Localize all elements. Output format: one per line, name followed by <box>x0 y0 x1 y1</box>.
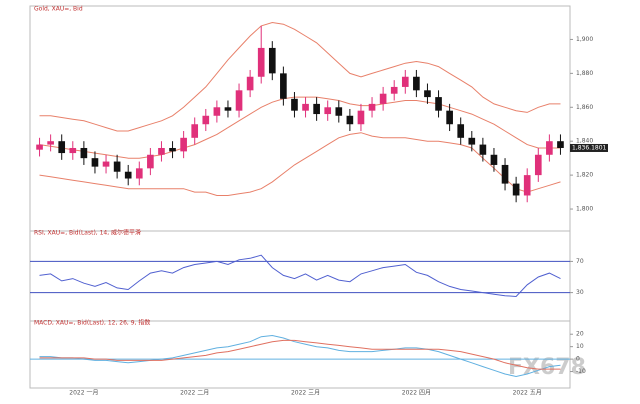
candle-body <box>413 76 420 91</box>
candle-body <box>401 76 409 87</box>
candle-body <box>324 107 332 115</box>
candle-body <box>235 90 243 111</box>
candle-body <box>69 147 77 154</box>
x-tick-label: 2022 二月 <box>180 390 209 397</box>
candle-body <box>368 103 376 111</box>
x-tick-label: 2022 三月 <box>291 390 320 397</box>
y-tick-label: 70 <box>576 258 584 265</box>
candle-body <box>224 107 232 111</box>
panel-title: RSI, XAU=, Bid(Last), 14, 威尔德平滑 <box>34 229 141 237</box>
panel-title: Gold, XAU=, Bid <box>34 6 83 13</box>
y-tick-label: 1,900 <box>576 36 593 43</box>
y-tick-label: 1,800 <box>576 206 593 213</box>
candle-body <box>335 107 343 116</box>
candle-body <box>523 175 531 196</box>
candle-body <box>180 137 187 152</box>
candle-body <box>147 154 154 169</box>
candle-body <box>36 144 43 150</box>
indicator-line <box>39 254 561 298</box>
y-tick-label: 30 <box>576 289 584 296</box>
candle-body <box>302 103 309 111</box>
candle-body <box>534 154 542 176</box>
indicator-line <box>39 339 561 370</box>
candle-body <box>501 164 509 184</box>
candle-body <box>557 141 564 148</box>
candle-body <box>435 97 442 111</box>
candle-body <box>457 124 465 138</box>
candle-body <box>124 171 132 179</box>
y-tick-label: 1,880 <box>576 70 593 77</box>
y-tick-label: 10 <box>576 343 584 350</box>
last-price-box <box>570 143 608 152</box>
candle-body <box>490 154 498 165</box>
y-tick-label: 20 <box>576 331 584 338</box>
candle-body <box>390 86 398 94</box>
candle-body <box>424 90 431 98</box>
indicator-line <box>39 334 561 378</box>
x-tick-label: 2022 四月 <box>402 390 431 397</box>
x-tick-label: 2022 一月 <box>69 390 98 397</box>
y-tick-label: 1,820 <box>576 172 593 179</box>
candle-body <box>468 137 476 145</box>
band-line <box>39 21 561 132</box>
x-tick-label: 2022 五月 <box>513 390 542 397</box>
y-tick-label: 1,840 <box>576 138 593 145</box>
y-tick-label: 0 <box>576 356 580 363</box>
candle-body <box>202 115 210 125</box>
candle-body <box>91 158 99 167</box>
y-tick-label: -10 <box>576 368 586 375</box>
candle-body <box>257 47 265 77</box>
candle-body <box>135 168 143 179</box>
y-tick-label: 1,860 <box>576 104 593 111</box>
candle-body <box>479 144 487 155</box>
candle-body <box>357 110 365 125</box>
candle-body <box>313 103 320 115</box>
candle-body <box>169 147 176 152</box>
candle-body <box>379 93 387 104</box>
candle-body <box>47 141 54 145</box>
candle-body <box>268 47 276 74</box>
candle-body <box>546 141 553 155</box>
candle-body <box>102 161 110 167</box>
candle-body <box>113 161 121 172</box>
candle-body <box>58 141 66 154</box>
candle-body <box>80 147 88 159</box>
candle-body <box>246 76 254 91</box>
band-line <box>39 96 561 159</box>
candle-body <box>191 124 199 138</box>
candle-body <box>280 73 287 99</box>
band-line <box>39 132 561 196</box>
panel-title: MACD, XAU=, Bid(Last), 12, 26, 9, 指数 <box>34 319 150 327</box>
candle-body <box>512 183 520 196</box>
candle-body <box>291 98 298 111</box>
last-price-label: 1,836.1801 <box>572 144 607 151</box>
candle-body <box>446 110 453 125</box>
candle-body <box>158 147 165 155</box>
frame <box>29 5 571 389</box>
candle-body <box>213 107 221 116</box>
candle-body <box>346 115 354 125</box>
